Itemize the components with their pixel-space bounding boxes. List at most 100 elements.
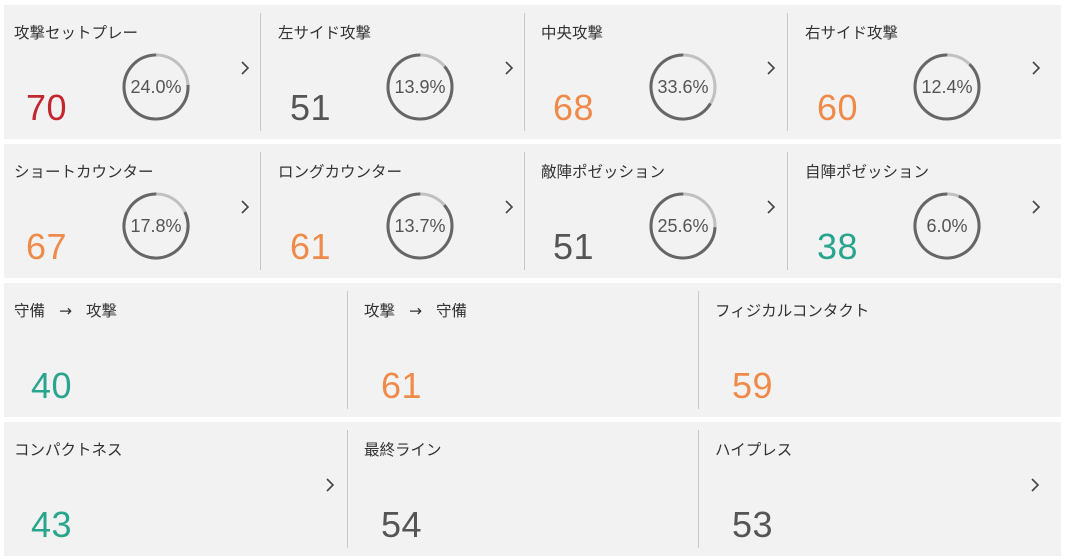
- card-value: 53: [732, 504, 774, 545]
- card-central-attack[interactable]: 中央攻撃 68 33.6%: [531, 5, 787, 139]
- ring-graphic: [913, 53, 981, 121]
- label-from: 攻撃: [364, 302, 396, 320]
- percent-ring: 13.7%: [385, 191, 455, 261]
- card-value: 60: [817, 87, 859, 128]
- divider: [698, 291, 699, 409]
- card-label: 守備 → 攻撃: [14, 299, 117, 321]
- chevron-right-icon[interactable]: [765, 199, 777, 215]
- divider: [524, 152, 525, 270]
- chevron-right-icon[interactable]: [503, 60, 515, 76]
- counter-possession-row: ショートカウンター 67 17.8% ロングカウンター 61 13.7% 敵陣ポ…: [4, 144, 1061, 278]
- ring-progress: [386, 192, 454, 260]
- chevron-right-icon[interactable]: [1029, 477, 1041, 493]
- card-opponent-half-possession[interactable]: 敵陣ポゼッション 51 25.6%: [531, 144, 787, 278]
- transition-row: 守備 → 攻撃 40 攻撃 → 守備 61 フィジカルコンタクト 59: [4, 283, 1061, 417]
- card-long-counter[interactable]: ロングカウンター 61 13.7%: [268, 144, 524, 278]
- divider: [260, 152, 261, 270]
- divider: [524, 13, 525, 131]
- card-value: 40: [31, 365, 73, 406]
- card-label: コンパクトネス: [14, 441, 123, 459]
- percent-ring: 24.0%: [121, 52, 191, 122]
- card-value: 61: [381, 365, 423, 406]
- chevron-right-icon[interactable]: [239, 199, 251, 215]
- percent-text: 6.0%: [926, 216, 968, 236]
- card-value: 67: [26, 226, 68, 267]
- percent-ring: 6.0%: [912, 191, 982, 261]
- card-right-side-attack[interactable]: 右サイド攻撃 60 12.4%: [795, 5, 1061, 139]
- card-label: 攻撃セットプレー: [14, 24, 139, 42]
- percent-ring: 13.9%: [385, 52, 455, 122]
- card-label: 右サイド攻撃: [805, 24, 899, 42]
- percent-text: 25.6%: [657, 216, 709, 236]
- ring-graphic: [386, 53, 454, 121]
- card-label: 最終ライン: [364, 441, 442, 459]
- attack-stats-row: 攻撃セットプレー 70 24.0% 左サイド攻撃 51 13.9% 中央攻撃 6…: [4, 5, 1061, 139]
- card-label: ロングカウンター: [278, 163, 403, 181]
- card-value: 61: [290, 226, 332, 267]
- divider: [347, 291, 348, 409]
- percent-text: 13.7%: [394, 216, 446, 236]
- label-to: 攻撃: [86, 302, 118, 320]
- card-own-half-possession[interactable]: 自陣ポゼッション 38 6.0%: [795, 144, 1061, 278]
- ring-progress: [649, 192, 717, 260]
- card-defense-to-attack[interactable]: 守備 → 攻撃 40: [4, 283, 347, 417]
- arrow-right-icon: →: [59, 302, 73, 320]
- chevron-right-icon[interactable]: [1030, 199, 1042, 215]
- divider: [260, 13, 261, 131]
- card-physical-contact[interactable]: フィジカルコンタクト 59: [705, 283, 1061, 417]
- divider: [698, 430, 699, 548]
- card-label: 敵陣ポゼッション: [541, 163, 666, 181]
- card-left-side-attack[interactable]: 左サイド攻撃 51 13.9%: [268, 5, 524, 139]
- percent-ring: 33.6%: [648, 52, 718, 122]
- ring-progress: [122, 192, 190, 260]
- label-from: 守備: [14, 302, 46, 320]
- arrow-right-icon: →: [409, 302, 423, 320]
- ring-graphic: [122, 53, 190, 121]
- label-to: 守備: [436, 302, 468, 320]
- card-value: 38: [817, 226, 859, 267]
- chevron-right-icon[interactable]: [765, 60, 777, 76]
- card-value: 59: [732, 365, 774, 406]
- card-value: 54: [381, 504, 423, 545]
- card-label: ハイプレス: [715, 441, 793, 459]
- percent-text: 12.4%: [921, 77, 973, 97]
- card-attack-to-defense[interactable]: 攻撃 → 守備 61: [354, 283, 698, 417]
- divider: [787, 152, 788, 270]
- divider: [787, 13, 788, 131]
- card-label: ショートカウンター: [14, 163, 154, 181]
- ring-progress: [913, 53, 981, 121]
- chevron-right-icon[interactable]: [239, 60, 251, 76]
- card-label: フィジカルコンタクト: [715, 302, 870, 320]
- card-defensive-line[interactable]: 最終ライン 54: [354, 422, 698, 556]
- card-high-press[interactable]: ハイプレス 53: [705, 422, 1061, 556]
- card-value: 51: [553, 226, 595, 267]
- divider: [347, 430, 348, 548]
- chevron-right-icon[interactable]: [1030, 60, 1042, 76]
- percent-ring: 25.6%: [648, 191, 718, 261]
- percent-text: 13.9%: [394, 77, 446, 97]
- card-value: 51: [290, 87, 332, 128]
- percent-ring: 17.8%: [121, 191, 191, 261]
- ring-graphic: [122, 192, 190, 260]
- ring-graphic: [386, 192, 454, 260]
- ring-graphic: [649, 53, 717, 121]
- percent-text: 24.0%: [130, 77, 182, 97]
- card-attack-setplay[interactable]: 攻撃セットプレー 70 24.0%: [4, 5, 260, 139]
- defense-shape-row: コンパクトネス 43 最終ライン 54 ハイプレス 53: [4, 422, 1061, 556]
- chevron-right-icon[interactable]: [324, 477, 336, 493]
- card-value: 43: [31, 504, 73, 545]
- card-value: 68: [553, 87, 595, 128]
- card-label: 自陣ポゼッション: [805, 163, 930, 181]
- card-short-counter[interactable]: ショートカウンター 67 17.8%: [4, 144, 260, 278]
- card-compactness[interactable]: コンパクトネス 43: [4, 422, 347, 556]
- ring-progress: [649, 53, 717, 121]
- chevron-right-icon[interactable]: [503, 199, 515, 215]
- ring-graphic: [913, 192, 981, 260]
- card-label: 中央攻撃: [541, 24, 604, 42]
- percent-text: 17.8%: [130, 216, 182, 236]
- ring-graphic: [649, 192, 717, 260]
- card-value: 70: [26, 87, 68, 128]
- card-label: 攻撃 → 守備: [364, 299, 467, 321]
- percent-ring: 12.4%: [912, 52, 982, 122]
- card-label: 左サイド攻撃: [278, 24, 372, 42]
